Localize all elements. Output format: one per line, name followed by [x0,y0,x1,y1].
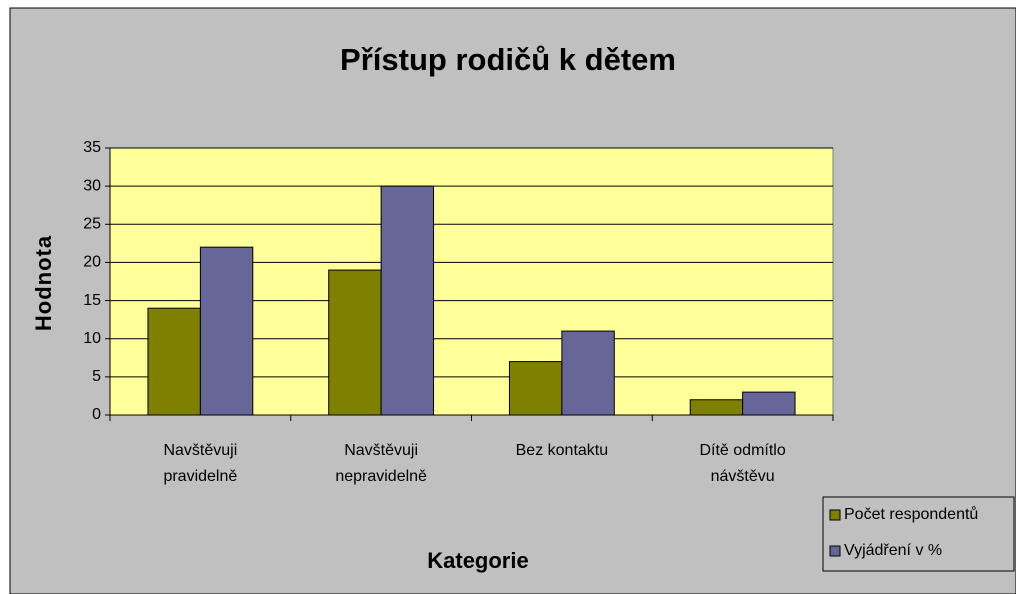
y-tick-label: 5 [92,368,101,385]
bar [742,391,796,416]
y-tick-label: 30 [83,177,101,194]
y-tick-label: 20 [83,254,101,271]
y-axis-title: Hodnota [31,235,56,331]
y-tick-label: 25 [83,216,101,233]
bar [328,269,382,416]
bar [380,185,435,416]
bar [508,361,563,416]
x-tick-label: Bez kontaktu [516,442,609,459]
x-tick-label: Dítě odmítlo návštěvu [699,442,785,485]
bar [561,330,615,416]
bar [199,246,254,416]
y-tick-label: 15 [83,292,101,309]
bar [147,307,201,416]
chart-title: Přístup rodičů k dětem [340,42,676,77]
legend-box [822,496,1015,572]
bar [689,399,744,416]
legend-label: Počet respondentů [844,505,978,523]
y-tick-label: 10 [83,330,101,347]
x-tick-label: Navštěvuji pravidelně [163,442,237,485]
legend-swatch [829,509,841,521]
y-tick-label: 35 [83,139,101,156]
legend-label: Vyjádření v % [844,542,942,559]
x-axis-title: Kategorie [427,548,528,573]
legend-swatch [829,545,841,557]
x-tick-label: Navštěvuji nepravidelně [335,442,427,485]
y-tick-label: 0 [92,406,101,423]
